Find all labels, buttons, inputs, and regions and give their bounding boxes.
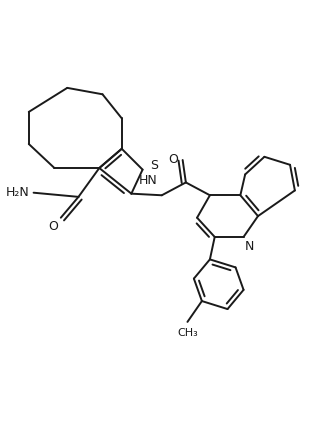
- Text: O: O: [169, 153, 179, 166]
- Text: O: O: [48, 220, 58, 233]
- Text: N: N: [245, 240, 255, 253]
- Text: HN: HN: [139, 175, 157, 187]
- Text: S: S: [150, 159, 158, 172]
- Text: H₂N: H₂N: [6, 186, 30, 199]
- Text: CH₃: CH₃: [177, 328, 198, 338]
